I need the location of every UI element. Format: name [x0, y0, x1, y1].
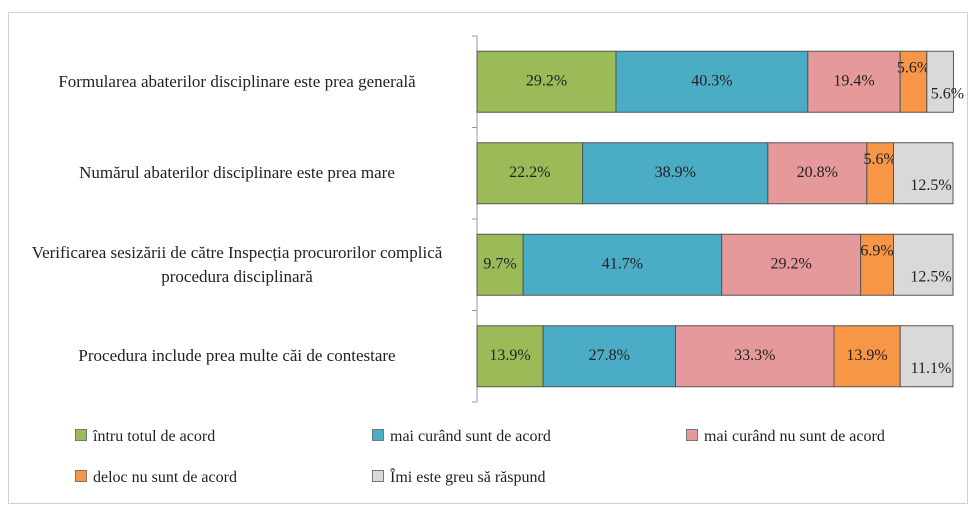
frame: [8, 12, 968, 504]
legend-entry: întru totul de acord: [75, 428, 215, 446]
bar-segment: [674, 325, 835, 388]
data-label: 40.3%: [691, 72, 732, 89]
data-label: 6.9%: [860, 242, 893, 259]
legend-swatch: [372, 429, 384, 441]
legend-entry: Îmi este greu să răspund: [372, 469, 546, 487]
data-label: 20.8%: [797, 164, 838, 181]
bar-segment: [926, 50, 954, 113]
bar-segment: [542, 325, 676, 388]
data-label: 11.1%: [911, 360, 952, 377]
legend-label: mai curând sunt de acord: [390, 428, 551, 445]
bar-segment: [893, 142, 954, 205]
data-label: 9.7%: [483, 255, 516, 272]
legend-label: deloc nu sunt de acord: [93, 469, 237, 486]
bar-segment: [476, 325, 544, 388]
data-label: 13.9%: [846, 347, 887, 364]
legend-label: Îmi este greu să răspund: [390, 469, 546, 486]
data-label: 19.4%: [833, 72, 874, 89]
bar-segment: [721, 233, 862, 296]
bar-segment: [866, 142, 894, 205]
bar-segment: [767, 142, 868, 205]
category-label: Procedura include prea multe căi de cont…: [78, 346, 396, 366]
data-label: 13.9%: [489, 347, 530, 364]
data-label: 12.5%: [910, 177, 951, 194]
data-label: 29.2%: [526, 72, 567, 89]
data-label: 27.8%: [589, 347, 630, 364]
data-label: 29.2%: [770, 255, 811, 272]
category-label: Verificarea sesizării de către Inspecția…: [31, 242, 443, 286]
bar-segment: [833, 325, 901, 388]
legend-label: mai curând nu sunt de acord: [704, 428, 885, 445]
bar-segment: [893, 233, 954, 296]
data-label: 22.2%: [509, 164, 550, 181]
bar-segment: [615, 50, 809, 113]
data-label: 41.7%: [602, 255, 643, 272]
legend-entry: mai curând nu sunt de acord: [686, 428, 885, 446]
category-label: Formularea abaterilor disciplinare este …: [58, 71, 416, 91]
legend-swatch: [686, 429, 698, 441]
data-label: 5.6%: [864, 151, 897, 168]
legend-swatch: [75, 470, 87, 482]
legend-label: întru totul de acord: [93, 428, 216, 445]
data-label: 33.3%: [734, 347, 775, 364]
legend-swatch: [372, 470, 384, 482]
data-label: 12.5%: [910, 268, 951, 285]
data-label: 38.9%: [655, 164, 696, 181]
category-label: Numărul abaterilor disciplinare este pre…: [79, 163, 395, 183]
legend-entry: deloc nu sunt de acord: [75, 469, 237, 487]
bar-segment: [899, 325, 954, 388]
legend-swatch: [75, 429, 87, 441]
bar-segment: [476, 233, 524, 296]
data-label: 5.6%: [931, 85, 964, 102]
bar-segment: [476, 50, 617, 113]
data-label: 5.6%: [897, 59, 930, 76]
legend-entry: mai curând sunt de acord: [372, 428, 551, 446]
